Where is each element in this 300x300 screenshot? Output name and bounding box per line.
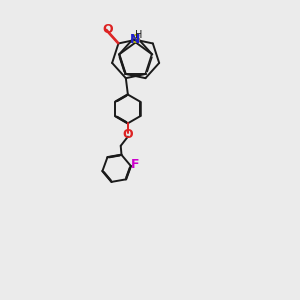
Text: S: S <box>131 33 140 46</box>
Text: F: F <box>131 158 140 171</box>
Text: N: N <box>130 33 141 46</box>
Text: O: O <box>123 128 133 142</box>
Text: H: H <box>135 30 142 40</box>
Text: O: O <box>102 23 113 36</box>
